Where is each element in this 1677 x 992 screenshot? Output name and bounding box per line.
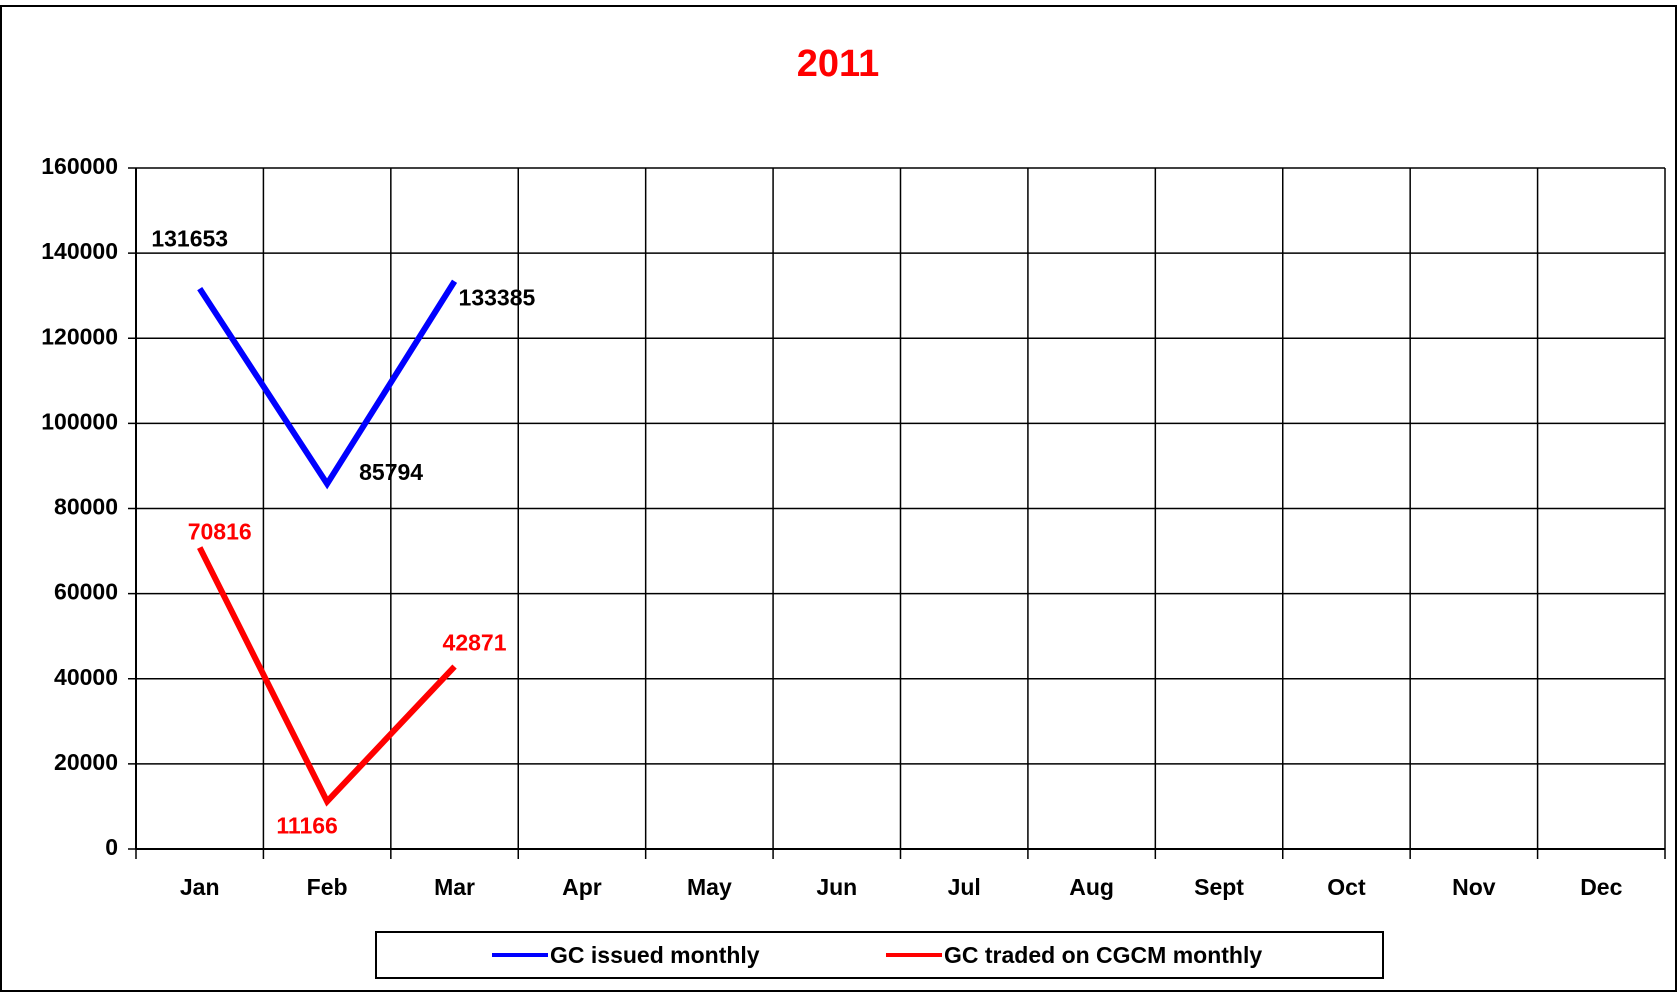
y-tick-label: 0 [105, 834, 118, 860]
x-tick-label: Jun [816, 874, 857, 900]
data-label: 42871 [443, 630, 507, 656]
x-tick-label: Jul [948, 874, 981, 900]
x-tick-label: May [687, 874, 732, 900]
legend-label: GC traded on CGCM monthly [944, 942, 1262, 968]
series-line [197, 546, 457, 807]
x-tick-label: Oct [1327, 874, 1366, 900]
y-tick-label: 40000 [54, 664, 118, 690]
data-label: 131653 [151, 226, 228, 252]
x-tick-label: Aug [1069, 874, 1114, 900]
data-label: 133385 [459, 284, 536, 310]
x-tick-label: Dec [1580, 874, 1622, 900]
y-tick-label: 160000 [41, 153, 118, 179]
series-line [197, 279, 458, 490]
x-tick-label: Mar [434, 874, 475, 900]
y-tick-label: 60000 [54, 579, 118, 605]
data-label: 70816 [188, 519, 252, 545]
y-tick-label: 20000 [54, 749, 118, 775]
legend-label: GC issued monthly [550, 942, 760, 968]
data-label: 85794 [359, 459, 423, 485]
y-tick-label: 100000 [41, 408, 118, 434]
chart-title: 2011 [797, 43, 879, 85]
chart-border [0, 5, 1677, 992]
y-tick-label: 80000 [54, 494, 118, 520]
y-tick-label: 140000 [41, 238, 118, 264]
x-tick-label: Jan [180, 874, 220, 900]
x-tick-label: Nov [1452, 874, 1496, 900]
y-tick-label: 120000 [41, 323, 118, 349]
x-tick-label: Apr [562, 874, 602, 900]
x-tick-label: Feb [307, 874, 348, 900]
x-tick-label: Sept [1194, 874, 1244, 900]
data-label: 11166 [276, 813, 337, 839]
